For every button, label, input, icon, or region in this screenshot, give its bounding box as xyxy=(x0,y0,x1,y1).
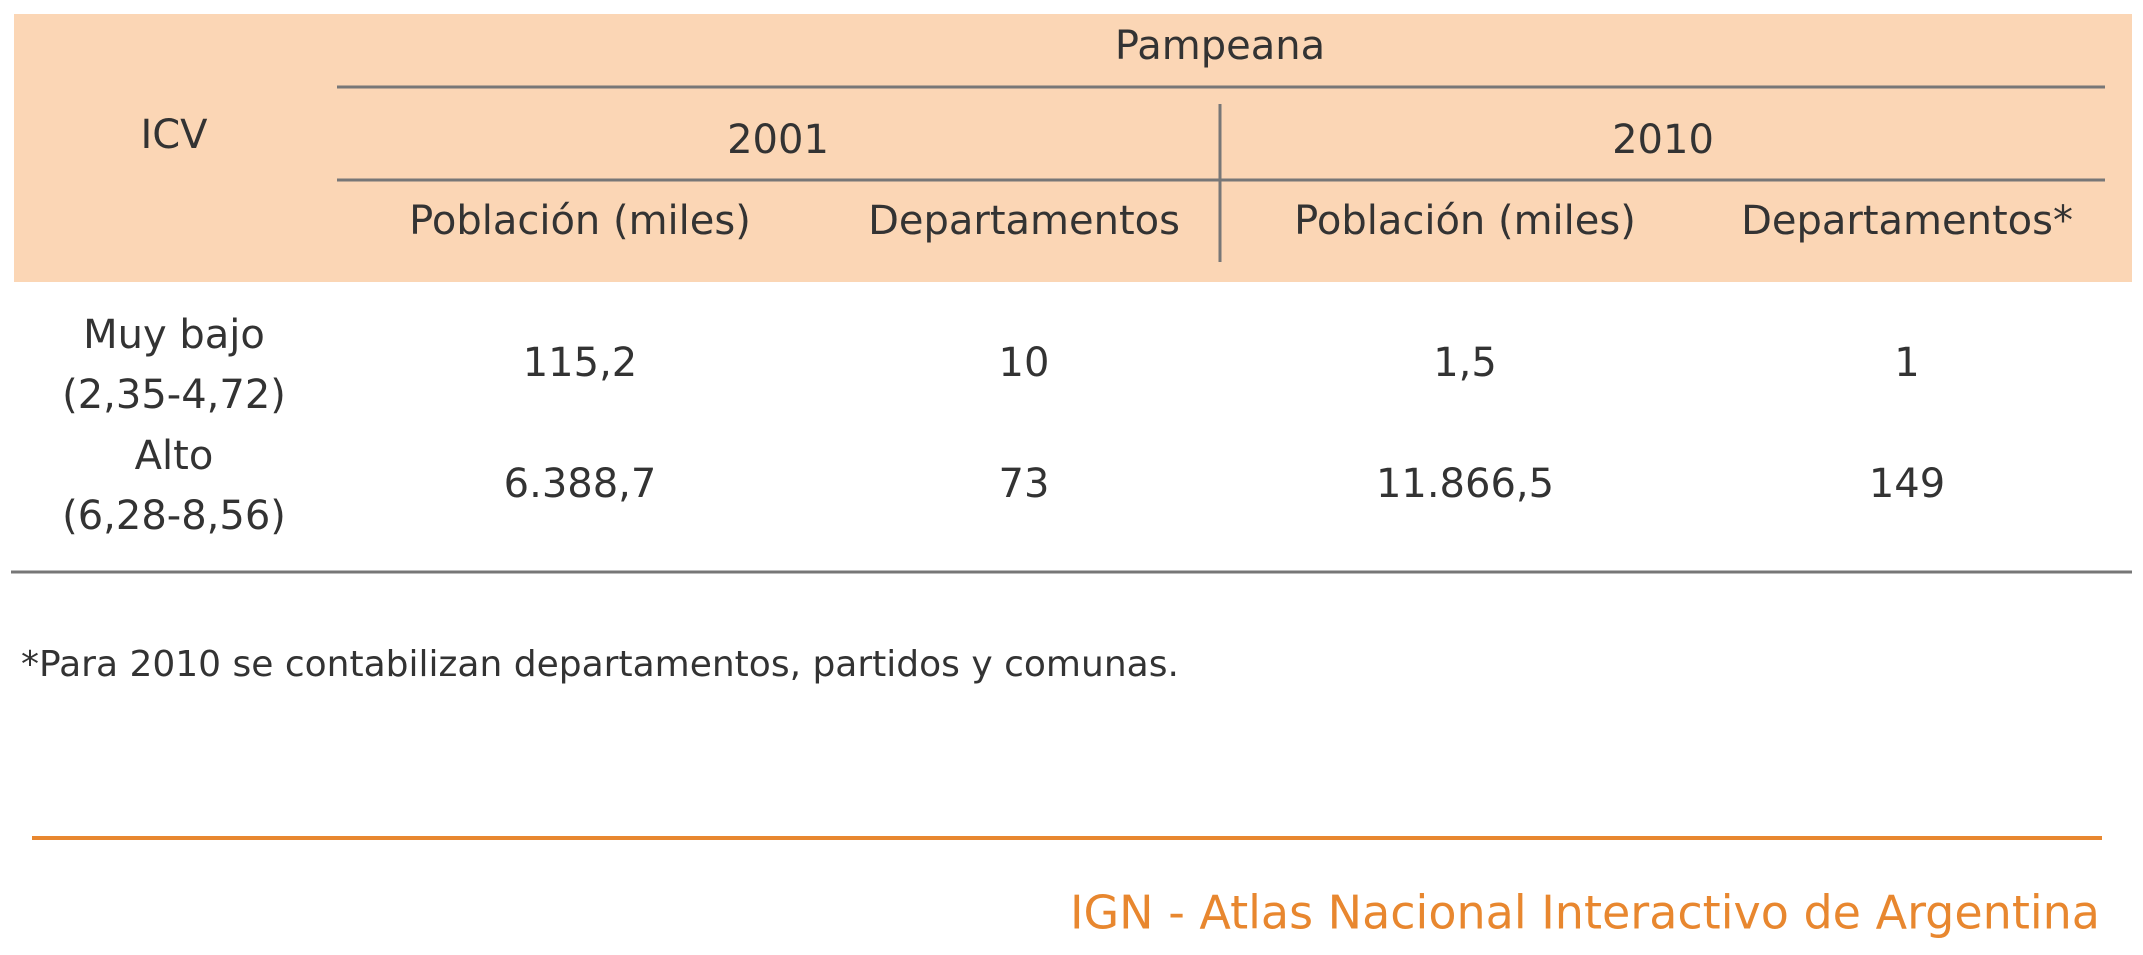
row-label: Muy bajo xyxy=(83,312,265,358)
cell: 1,5 xyxy=(1433,340,1497,386)
column-header: Población (miles) xyxy=(409,198,751,244)
cell: 10 xyxy=(999,340,1050,386)
column-header: Departamentos xyxy=(868,198,1180,244)
table-body: Población (miles) Departamentos Población … xyxy=(62,198,2073,539)
column-header: Población (miles) xyxy=(1294,198,1636,244)
header-bg xyxy=(14,14,2132,282)
cell: 1 xyxy=(1894,340,1919,386)
cell: 115,2 xyxy=(523,340,638,386)
row-range: (2,35-4,72) xyxy=(62,372,286,418)
year: 2010 xyxy=(1612,117,1714,163)
cell: 73 xyxy=(999,461,1050,507)
cell: 11.866,5 xyxy=(1376,461,1554,507)
footnote: *Para 2010 se contabilizan departamentos… xyxy=(21,644,1179,685)
stub-header: ICV xyxy=(140,112,208,158)
cell: 149 xyxy=(1869,461,1945,507)
row-range: (6,28-8,56) xyxy=(62,493,286,539)
column-header: Departamentos* xyxy=(1741,198,2073,244)
footer: IGN - Atlas Nacional Interactivo de Arge… xyxy=(1070,886,2100,940)
cell: 6.388,7 xyxy=(504,461,657,507)
region: Pampeana xyxy=(1115,23,1325,69)
row-label: Alto xyxy=(135,433,214,479)
year: 2001 xyxy=(727,117,829,163)
